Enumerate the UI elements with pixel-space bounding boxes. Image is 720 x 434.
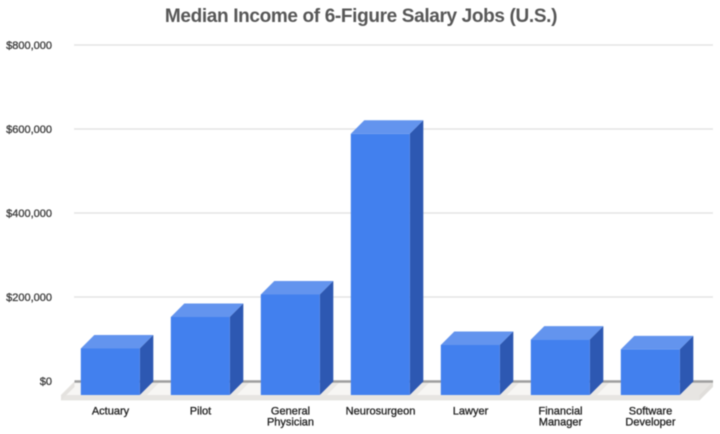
svg-text:Financial: Financial bbox=[538, 406, 582, 418]
svg-text:Manager: Manager bbox=[539, 417, 583, 429]
svg-text:$200,000: $200,000 bbox=[6, 292, 52, 304]
svg-text:Median Income of 6-Figure Sala: Median Income of 6-Figure Salary Jobs (U… bbox=[165, 6, 557, 27]
svg-text:Neurosurgeon: Neurosurgeon bbox=[346, 406, 416, 418]
svg-text:$800,000: $800,000 bbox=[6, 40, 52, 52]
svg-text:Developer: Developer bbox=[625, 417, 675, 429]
svg-text:Pilot: Pilot bbox=[190, 406, 211, 418]
svg-text:General: General bbox=[271, 406, 310, 418]
svg-text:Actuary: Actuary bbox=[92, 406, 130, 418]
svg-text:$0: $0 bbox=[40, 376, 52, 388]
svg-text:Software: Software bbox=[629, 406, 672, 418]
svg-text:Physician: Physician bbox=[267, 417, 314, 429]
svg-text:Lawyer: Lawyer bbox=[453, 406, 489, 418]
svg-text:$400,000: $400,000 bbox=[6, 208, 52, 220]
svg-text:$600,000: $600,000 bbox=[6, 124, 52, 136]
